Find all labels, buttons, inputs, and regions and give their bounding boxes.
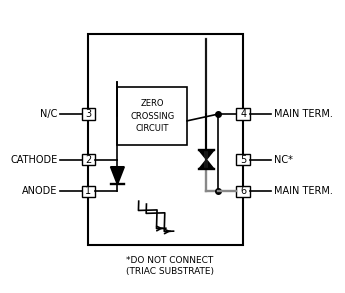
Polygon shape xyxy=(199,150,214,160)
Polygon shape xyxy=(111,167,124,184)
Bar xyxy=(236,154,250,165)
Text: 5: 5 xyxy=(240,155,246,165)
Text: ZERO
CROSSING
CIRCUIT: ZERO CROSSING CIRCUIT xyxy=(130,99,174,133)
Text: MAIN TERM.: MAIN TERM. xyxy=(274,109,333,119)
Bar xyxy=(82,154,95,165)
Text: ANODE: ANODE xyxy=(22,186,58,197)
Polygon shape xyxy=(199,160,214,169)
Text: 1: 1 xyxy=(85,186,91,197)
Bar xyxy=(236,186,250,197)
Text: CATHODE: CATHODE xyxy=(10,155,58,165)
Bar xyxy=(82,108,95,120)
Text: 4: 4 xyxy=(240,109,246,119)
Text: 3: 3 xyxy=(85,109,91,119)
Bar xyxy=(117,87,187,145)
Bar xyxy=(236,108,250,120)
Text: N/C: N/C xyxy=(40,109,58,119)
Text: *DO NOT CONNECT
(TRIAC SUBSTRATE): *DO NOT CONNECT (TRIAC SUBSTRATE) xyxy=(126,255,214,276)
Text: MAIN TERM.: MAIN TERM. xyxy=(274,186,333,197)
Text: 2: 2 xyxy=(85,155,91,165)
Bar xyxy=(82,186,95,197)
Bar xyxy=(88,34,243,245)
Text: NC*: NC* xyxy=(274,155,293,165)
Text: 6: 6 xyxy=(240,186,246,197)
